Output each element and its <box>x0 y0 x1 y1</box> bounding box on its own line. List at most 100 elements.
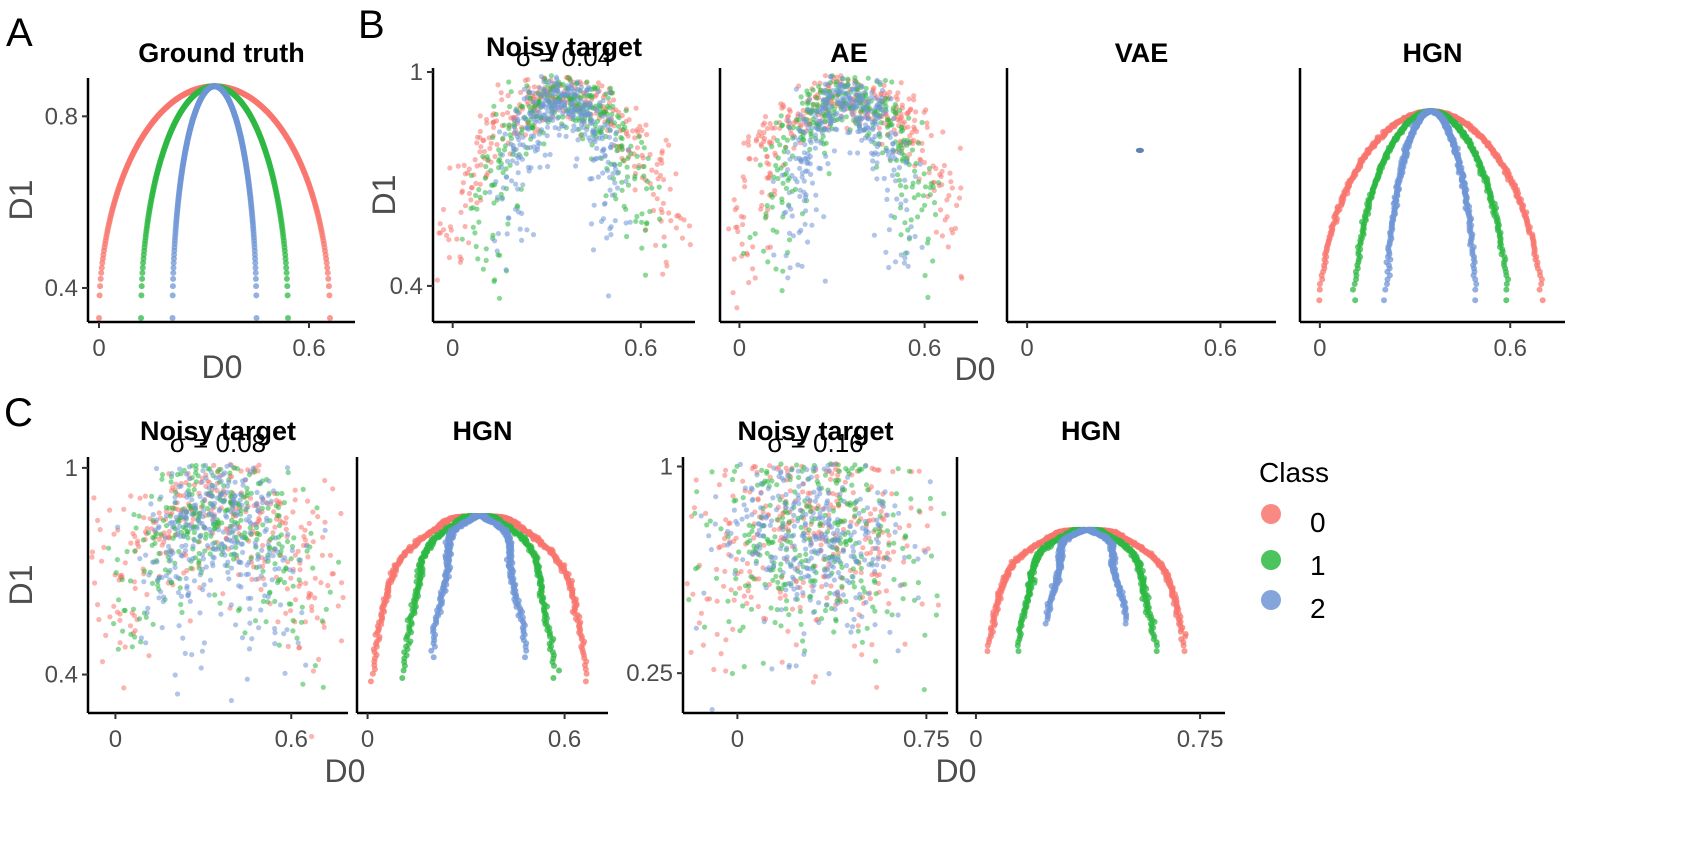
point-class-0 <box>101 544 107 551</box>
point-class-2 <box>520 142 526 148</box>
point-class-1 <box>633 218 639 224</box>
point-class-0 <box>772 150 778 156</box>
point-class-2 <box>541 112 547 118</box>
point-class-2 <box>520 182 526 188</box>
point-class-2 <box>821 214 827 220</box>
point-class-2 <box>536 131 543 137</box>
point-class-1 <box>911 195 917 201</box>
point-class-2 <box>855 150 861 156</box>
point-class-2 <box>584 127 590 133</box>
point-class-0 <box>634 145 641 151</box>
point-class-2 <box>787 125 793 131</box>
data-points <box>1316 108 1546 304</box>
point-class-2 <box>783 253 789 259</box>
point-class-1 <box>319 618 325 624</box>
point-class-2 <box>544 124 551 130</box>
point-class-0 <box>447 224 453 230</box>
point-class-1 <box>892 101 899 108</box>
point-class-1 <box>843 114 849 120</box>
point-class-1 <box>260 568 266 574</box>
chart-title: AE <box>830 38 868 68</box>
point-class-2 <box>787 156 793 162</box>
point-class-2 <box>902 177 908 183</box>
point-class-2 <box>574 79 581 85</box>
point-class-0 <box>504 110 511 116</box>
point-class-0 <box>446 237 452 243</box>
point-class-2 <box>535 139 541 145</box>
point-class-0 <box>320 534 326 540</box>
point-class-2 <box>531 133 537 139</box>
point-class-1 <box>769 204 775 210</box>
point-class-2 <box>812 145 819 151</box>
point-class-2 <box>612 162 618 168</box>
point-class-0 <box>1316 297 1323 304</box>
point-class-2 <box>612 137 619 143</box>
point-class-0 <box>472 157 478 163</box>
point-class-2 <box>815 126 821 133</box>
point-class-2 <box>870 125 876 131</box>
point-class-2 <box>799 170 806 176</box>
point-class-1 <box>922 272 928 279</box>
point-class-1 <box>921 171 927 177</box>
point-class-0 <box>457 254 463 260</box>
point-class-1 <box>816 83 822 89</box>
point-class-0 <box>277 518 283 524</box>
point-class-0 <box>758 143 765 149</box>
point-class-0 <box>738 213 744 220</box>
point-class-2 <box>612 180 618 186</box>
point-class-0 <box>283 526 289 533</box>
point-class-1 <box>518 103 525 110</box>
point-class-2 <box>586 135 592 141</box>
point-class-0 <box>319 552 325 558</box>
point-class-0 <box>906 96 912 102</box>
point-class-2 <box>607 187 613 193</box>
point-class-1 <box>878 120 884 126</box>
point-class-0 <box>666 210 672 216</box>
point-class-2 <box>570 128 576 134</box>
point-class-0 <box>494 142 500 148</box>
point-class-0 <box>906 109 912 115</box>
point-class-1 <box>644 186 650 192</box>
point-class-2 <box>839 101 845 107</box>
point-class-2 <box>792 141 799 147</box>
point-class-2 <box>169 315 176 321</box>
point-class-0 <box>950 230 956 236</box>
point-class-1 <box>501 122 507 128</box>
point-class-0 <box>921 109 927 115</box>
point-class-0 <box>764 125 771 132</box>
point-class-0 <box>466 240 472 246</box>
point-class-2 <box>524 95 530 101</box>
point-class-0 <box>166 528 172 535</box>
point-class-2 <box>809 180 816 186</box>
point-class-0 <box>647 151 653 158</box>
point-class-1 <box>141 568 147 574</box>
point-class-1 <box>634 153 640 159</box>
point-class-1 <box>617 161 623 167</box>
point-class-2 <box>857 122 863 128</box>
point-class-0 <box>434 277 440 283</box>
point-class-1 <box>628 151 634 157</box>
point-class-0 <box>633 105 639 111</box>
point-class-2 <box>888 130 894 136</box>
point-class-2 <box>541 79 547 85</box>
point-class-0 <box>256 515 262 521</box>
point-class-1 <box>926 165 933 172</box>
point-class-2 <box>515 170 521 176</box>
point-class-2 <box>850 86 856 92</box>
point-class-0 <box>122 560 128 566</box>
point-class-0 <box>468 197 474 203</box>
point-class-0 <box>668 218 674 224</box>
point-class-1 <box>616 123 622 129</box>
point-class-2 <box>583 90 590 96</box>
point-class-2 <box>803 208 809 214</box>
point-class-2 <box>533 117 539 123</box>
point-class-2 <box>514 160 520 166</box>
point-class-2 <box>801 189 807 195</box>
point-class-1 <box>619 187 625 193</box>
point-class-1 <box>523 151 529 157</box>
point-class-1 <box>145 530 151 536</box>
point-class-1 <box>773 266 779 272</box>
point-class-1 <box>620 121 626 127</box>
point-class-0 <box>303 580 309 586</box>
